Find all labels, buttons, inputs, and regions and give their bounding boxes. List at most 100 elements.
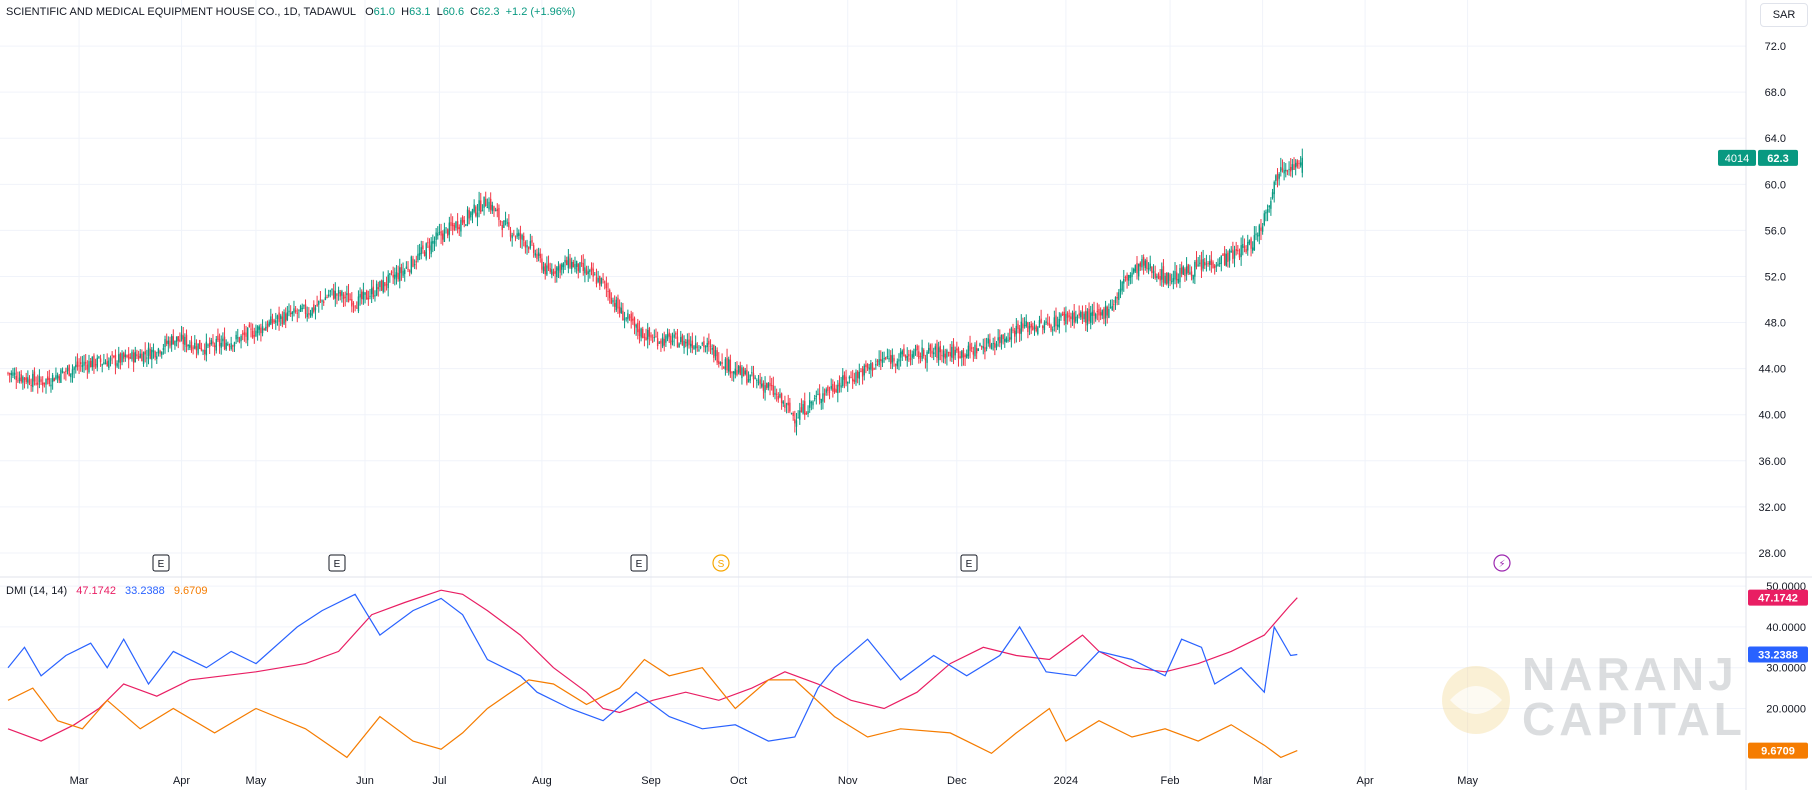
candle-body	[1015, 325, 1018, 335]
candle-body	[754, 377, 756, 379]
candle-body	[506, 222, 508, 224]
candle-body	[780, 393, 783, 403]
candle-body	[1090, 312, 1092, 323]
candle-body	[1124, 277, 1127, 279]
x-tick-label: Feb	[1161, 775, 1180, 787]
candle-body	[617, 297, 619, 309]
close-value: 62.3	[478, 6, 500, 18]
close-label: C	[470, 6, 479, 18]
candle-body	[1083, 313, 1085, 320]
candle-body	[103, 362, 105, 364]
candle-body	[747, 379, 750, 383]
candle-body	[630, 313, 632, 322]
candle-body	[250, 328, 252, 330]
candle-body	[567, 256, 570, 269]
candle-body	[114, 354, 117, 366]
candle-body	[842, 375, 844, 386]
high-label: H	[401, 6, 410, 18]
candle-body	[863, 365, 865, 376]
candle-body	[551, 269, 553, 276]
candle-body	[417, 253, 419, 261]
candle-body	[1118, 292, 1120, 300]
candle-body	[559, 264, 561, 273]
candle-body	[235, 334, 237, 340]
candle-body	[967, 345, 970, 357]
candle-body	[989, 339, 991, 348]
earnings-icon	[328, 554, 346, 572]
candle-body	[1151, 266, 1153, 274]
candle-body	[346, 293, 348, 296]
candle-body	[1166, 272, 1168, 285]
dmi-last-value-tag	[1748, 742, 1808, 759]
candle-body	[200, 348, 203, 351]
candle-body	[947, 351, 950, 353]
event-marker[interactable]: ⚡	[1493, 554, 1511, 572]
candle-body	[410, 256, 413, 273]
dmi-y-tick-label: 30.0000	[1766, 663, 1806, 675]
watermark-line1: NARANJ	[1522, 648, 1738, 700]
candle-body	[408, 270, 411, 272]
candle-body	[1294, 162, 1297, 168]
event-marker[interactable]: S	[712, 554, 730, 572]
candle-body	[594, 274, 596, 276]
candle-body	[1018, 328, 1021, 334]
event-marker[interactable]: E	[630, 554, 648, 572]
symbol-title[interactable]: SCIENTIFIC AND MEDICAL EQUIPMENT HOUSE C…	[6, 6, 357, 18]
candle-body	[1192, 275, 1194, 280]
candle-body	[822, 393, 824, 402]
candle-body	[691, 340, 694, 348]
candle-body	[919, 355, 922, 357]
candle-body	[432, 241, 434, 244]
candle-body	[767, 383, 770, 388]
candle-body	[802, 403, 804, 414]
candle-body	[154, 351, 156, 358]
dmi-label[interactable]: DMI (14, 14)	[6, 585, 68, 597]
candle-body	[1190, 271, 1193, 277]
candle-body	[435, 232, 437, 240]
event-markers[interactable]: E E E S E ⚡	[152, 554, 1511, 572]
candle-body	[27, 377, 29, 383]
candle-body	[455, 221, 457, 228]
candle-body	[1260, 227, 1262, 231]
candle-body	[511, 235, 513, 239]
candle-body	[1040, 318, 1042, 323]
candle-body	[42, 382, 44, 386]
event-marker[interactable]: E	[960, 554, 978, 572]
candle-body	[589, 269, 591, 272]
candle-body	[1253, 235, 1256, 251]
candle-body	[404, 269, 406, 275]
candle-body	[341, 291, 343, 296]
lightning-label: ⚡	[1498, 559, 1505, 570]
x-tick-label: Apr	[1357, 775, 1374, 787]
candle-body	[81, 364, 84, 368]
candle-body	[427, 242, 429, 244]
event-marker[interactable]: E	[328, 554, 346, 572]
candle-body	[736, 370, 738, 375]
candle-body	[8, 373, 11, 375]
candle-body	[379, 281, 381, 288]
candle-body	[580, 262, 583, 264]
candle-body	[179, 339, 181, 342]
dmi-plus-di-value: 33.2388	[125, 585, 165, 597]
candle-body	[1061, 313, 1064, 315]
candle-body	[7, 372, 9, 374]
candle-body	[275, 320, 277, 323]
currency-button[interactable]: SAR	[1760, 3, 1808, 27]
candle-body	[723, 367, 725, 369]
event-marker[interactable]: E	[152, 554, 170, 572]
candle-body	[291, 311, 294, 315]
candle-body	[278, 312, 280, 322]
candle-body	[205, 341, 208, 356]
candle-body	[1278, 174, 1280, 179]
candle-body	[1023, 325, 1026, 327]
candle-body	[227, 343, 229, 345]
candle-body	[1209, 261, 1211, 265]
candle-body	[870, 362, 872, 370]
candle-body	[1075, 316, 1077, 322]
candle-body	[142, 352, 145, 365]
candle-body	[132, 352, 135, 363]
candle-body	[387, 274, 389, 289]
earnings-icon	[630, 554, 648, 572]
candle-body	[827, 386, 829, 392]
